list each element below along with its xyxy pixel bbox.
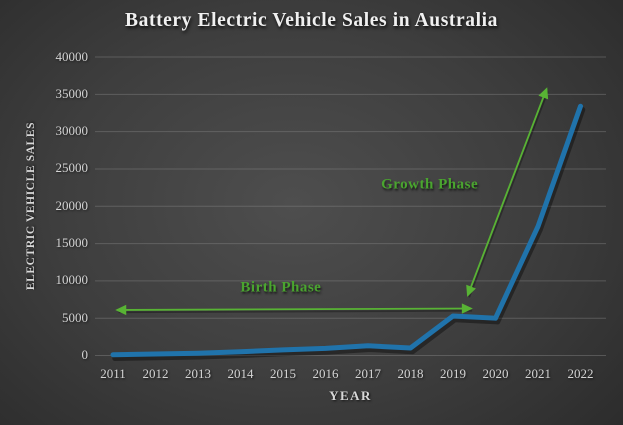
x-tick-label: 2013 bbox=[185, 366, 211, 381]
x-tick-label: 2020 bbox=[482, 366, 509, 381]
y-tick-label: 30000 bbox=[55, 123, 89, 139]
x-tick-label: 2011 bbox=[100, 366, 126, 381]
x-tick-label: 2012 bbox=[142, 366, 169, 381]
birth-phase-arrow bbox=[115, 303, 473, 316]
growth-phase-arrow-shadow bbox=[468, 91, 549, 298]
x-tick-label: 2016 bbox=[312, 366, 339, 381]
growth-phase-arrow bbox=[466, 87, 549, 297]
growth-phase-label: Growth Phase bbox=[381, 176, 479, 193]
sales-line-shadow bbox=[112, 107, 586, 362]
x-tick-label: 2022 bbox=[567, 366, 594, 381]
y-tick-label: 5000 bbox=[62, 309, 88, 325]
x-tick-label: 2014 bbox=[227, 366, 254, 381]
x-axis-title: YEAR bbox=[329, 388, 372, 403]
y-tick-label: 25000 bbox=[55, 160, 89, 176]
x-tick-label: 2021 bbox=[525, 366, 551, 381]
birth-phase-arrow-shadow bbox=[118, 309, 473, 314]
x-tick-label: 2019 bbox=[440, 366, 466, 381]
y-tick-label: 10000 bbox=[55, 272, 89, 288]
x-tick-label: 2018 bbox=[397, 366, 424, 381]
birth-phase-label: Birth Phase bbox=[240, 279, 322, 296]
y-tick-label: 20000 bbox=[55, 197, 89, 213]
y-tick-label: 15000 bbox=[55, 235, 89, 251]
sales-line bbox=[110, 103, 583, 358]
chart-title: Battery Electric Vehicle Sales in Austra… bbox=[125, 10, 498, 31]
y-tick-label: 0 bbox=[81, 347, 89, 362]
y-tick-label: 35000 bbox=[55, 85, 89, 101]
x-tick-label: 2017 bbox=[355, 366, 381, 381]
x-tick-label: 2015 bbox=[270, 366, 296, 381]
y-tick-label: 40000 bbox=[55, 48, 89, 64]
